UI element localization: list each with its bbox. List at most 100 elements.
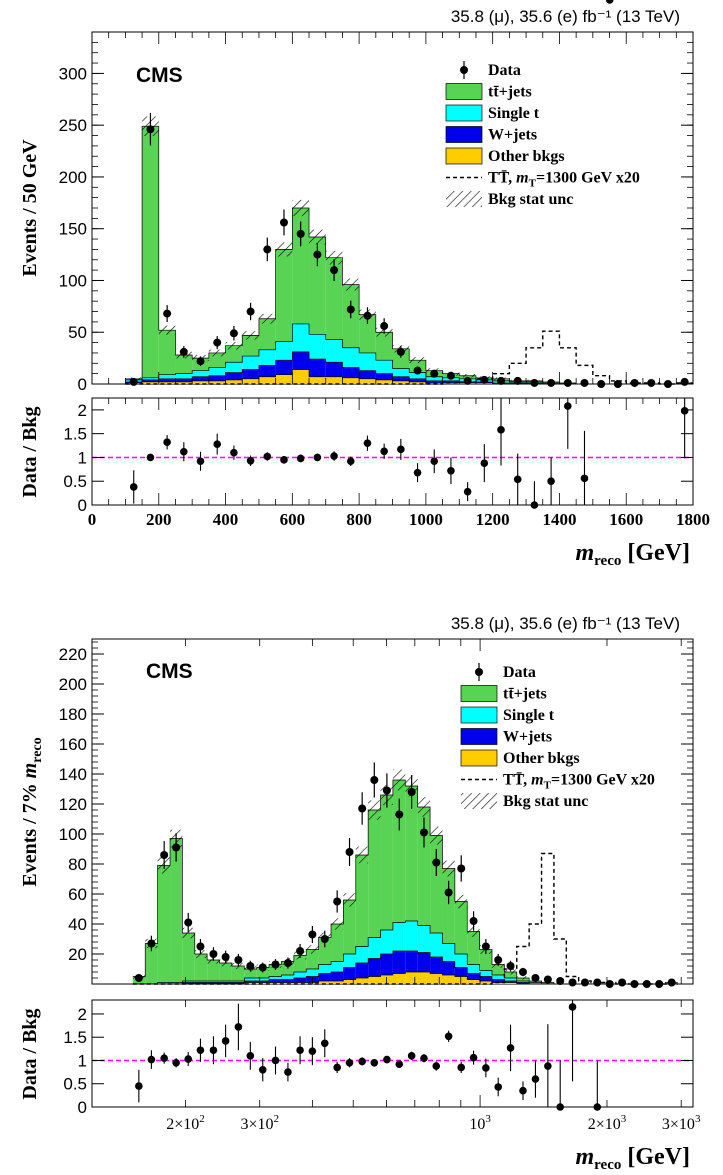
bar-wjets — [281, 979, 294, 983]
stack-outline — [125, 323, 693, 385]
bar-wjets — [430, 957, 443, 974]
stat-unc-band — [392, 769, 406, 791]
data-point — [308, 930, 317, 939]
legend-data-marker — [475, 668, 483, 676]
bar-wjets — [392, 951, 406, 974]
legend-label: Other bkgs — [488, 148, 565, 165]
data-point — [271, 960, 280, 969]
data-point — [547, 378, 556, 387]
bar-wjets — [256, 981, 270, 983]
ratio-point — [230, 448, 238, 457]
stat-unc-band — [368, 800, 381, 820]
ratio-point — [363, 439, 372, 447]
bar-otherbkgs — [409, 381, 426, 384]
legend-swatch-ttjets — [445, 83, 483, 100]
ratio-y-label-top: Data / Bkg — [19, 406, 41, 497]
stack-outline — [132, 920, 678, 985]
x-axis-label-bottom: mreco [GeV] — [575, 1144, 690, 1173]
data-point — [172, 843, 181, 852]
bar-singlet — [318, 964, 332, 974]
ratio-point — [129, 483, 138, 491]
bar-wjets — [516, 982, 530, 984]
y-tick-label: 160 — [59, 735, 87, 754]
legend-swatch-wjets — [460, 728, 498, 745]
ratio-point — [544, 1062, 552, 1070]
data-point — [313, 250, 322, 259]
ratio-point — [482, 1064, 490, 1072]
ratio-point — [568, 1003, 577, 1011]
stat-unc-band — [516, 976, 530, 980]
bar-otherbkgs — [242, 378, 259, 384]
x-tick-label: 3×102 — [240, 1113, 279, 1133]
bar-ttjets — [194, 954, 208, 981]
data-point — [129, 377, 138, 386]
bar-ttjets — [331, 924, 344, 962]
ratio-point — [680, 407, 689, 415]
axes-main: 20 40 60 80 100 120 140 160 180 200 220 — [59, 639, 693, 985]
x-tick-label: 1400 — [542, 510, 576, 529]
stat-unc-band — [342, 278, 360, 291]
bar-ttjets — [309, 236, 326, 335]
bar-singlet — [231, 981, 245, 983]
bar-otherbkgs — [292, 369, 310, 384]
bar-wjets — [331, 972, 344, 981]
data-point — [296, 947, 305, 955]
bar-singlet — [392, 368, 410, 377]
data-point — [506, 962, 515, 970]
data-point — [363, 311, 372, 320]
data-point — [213, 338, 222, 347]
bar-singlet — [425, 376, 443, 381]
bar-otherbkgs — [368, 976, 381, 984]
data-point — [246, 962, 255, 970]
bar-otherbkgs — [225, 379, 243, 384]
bar-ttjets — [442, 868, 455, 944]
bar-singlet — [454, 954, 468, 968]
ratio-point — [469, 1053, 478, 1062]
ratio-y-tick-label: 0.5 — [63, 472, 87, 491]
stat-unc-band — [459, 373, 476, 378]
legend-label: TT̄, mT=1300 GeV x20 — [503, 770, 655, 791]
legend-label: Bkg stat unc — [488, 191, 573, 208]
bar-wjets — [380, 954, 393, 975]
ratio-point — [457, 1063, 466, 1072]
bar-singlet — [225, 362, 243, 373]
bar-wjets — [442, 961, 455, 975]
bar-singlet — [405, 921, 418, 951]
y-tick-label: 100 — [59, 271, 87, 290]
data-point — [382, 786, 391, 795]
bar-wjets — [275, 360, 293, 375]
x-tick-label: 3×103 — [662, 1113, 701, 1133]
signal-histogram — [132, 852, 678, 985]
ratio-point — [196, 457, 205, 466]
y-tick-label: 60 — [68, 885, 87, 904]
ratio-point — [593, 1103, 602, 1111]
legend-label: W+jets — [503, 729, 552, 746]
cms-label-bottom: CMS — [146, 660, 193, 683]
bar-ttjets — [158, 330, 176, 375]
y-tick-label: 300 — [59, 64, 87, 83]
bar-ttjets — [417, 807, 431, 926]
legend-data-marker — [460, 66, 468, 74]
ratio-point — [263, 452, 272, 461]
ratio-point — [296, 454, 305, 463]
legend-label: Other bkgs — [503, 750, 580, 767]
bar-singlet — [325, 339, 343, 363]
bar-ttjets — [325, 257, 343, 340]
bar-wjets — [269, 979, 282, 983]
data-point — [457, 864, 466, 873]
bar-singlet — [244, 978, 257, 981]
ratio-y-tick-label: 1.5 — [63, 425, 87, 444]
bar-wjets — [293, 978, 307, 983]
ratio-y-tick-label: 1 — [78, 448, 87, 467]
data-point — [563, 378, 572, 387]
y-tick-label: 120 — [59, 795, 87, 814]
bar-wjets — [343, 967, 356, 980]
ratio-point — [209, 1046, 218, 1055]
bar-ttjets — [242, 335, 259, 357]
bar-singlet — [175, 373, 193, 379]
stat-unc-band — [225, 341, 243, 350]
bar-ttjets — [392, 348, 410, 369]
ratio-point — [246, 456, 255, 465]
bar-singlet — [275, 341, 293, 361]
data-point — [380, 322, 389, 331]
